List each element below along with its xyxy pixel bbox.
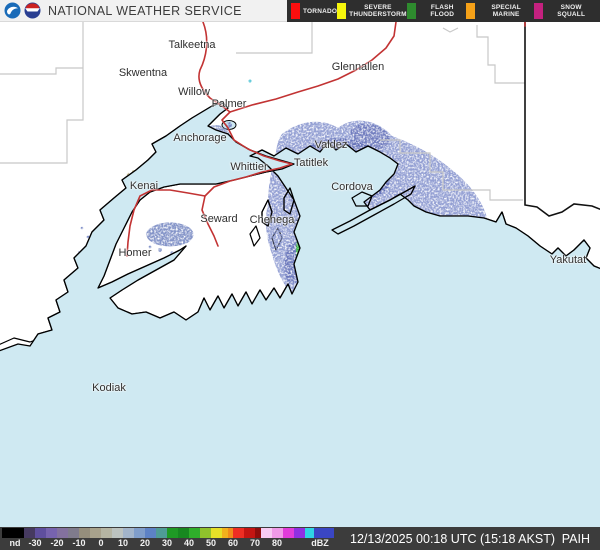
city-label-homer: Homer [118,247,152,259]
footer-bar: nd -30 -20 -10 0 10 20 30 40 50 60 70 80 dBZ 12/13/20… [0,527,600,550]
highways [126,22,526,257]
warning-legend-item: FLASH FLOOD [406,3,466,19]
city-label-whittier: Whittier [230,161,268,173]
coastline-overlay [0,101,600,527]
city-label-skwentna: Skwentna [118,67,168,79]
colorbar-tick--30: -30 [28,538,42,548]
city-label-palmer: Palmer [211,98,247,110]
colorbar-tick--20: -20 [50,538,64,548]
warning-color-swatch [465,3,475,19]
header-bar: NATIONAL WEATHER SERVICE TORNADO SEVERE T… [0,0,600,22]
city-label-yakutat: Yakutat [549,254,587,266]
agency-banner: NATIONAL WEATHER SERVICE [0,0,287,22]
radar-station-id: PAIH [561,531,590,546]
city-label-anchorage: Anchorage [173,132,227,144]
colorbar-tick-20: 20 [139,538,151,548]
colorbar-tick-nd: nd [9,538,21,548]
city-label-chenega: Chenega [249,214,295,226]
city-label-willow: Willow [178,86,210,98]
colorbar-tick-10: 10 [117,538,129,548]
noaa-logo [4,2,21,19]
colorbar-tick-50: 50 [205,538,217,548]
warning-label: SNOW SQUALL [557,4,586,18]
warning-legend-item: SNOW SQUALL [534,3,596,19]
warning-legend-item: TORNADO [291,3,337,19]
cwa-boundary [524,22,600,217]
timestamp: 12/13/2025 00:18 UTC (15:18 AKST) [350,531,555,546]
warning-legend-item: SEVERE THUNDERSTORM [337,3,407,19]
warning-label: SEVERE THUNDERSTORM [349,4,407,18]
colorbar-tick-80: 80 [271,538,283,548]
city-label-kodiak: Kodiak [92,382,126,394]
colorbar-tick-30: 30 [161,538,173,548]
warning-color-swatch [406,3,416,19]
nws-logo [24,2,41,19]
map-svg [0,22,600,527]
colorbar-tick--10: -10 [72,538,86,548]
radar-map: Talkeetna Skwentna Glennallen Willow Palmer A… [0,22,600,527]
colorbar-tick-40: 40 [183,538,195,548]
warning-color-swatch [291,3,300,19]
warning-legend: TORNADO SEVERE THUNDERSTORM FLASH FLOOD SPE… [287,0,600,22]
reflectivity-colorbar [2,528,334,538]
warning-color-swatch [337,3,347,19]
city-label-tatitlek: Tatitlek [293,157,329,169]
city-label-seward: Seward [200,213,238,225]
colorbar-tick-70: 70 [249,538,261,548]
colorbar-tick-dBZ: dBZ [311,538,329,548]
agency-title: NATIONAL WEATHER SERVICE [48,3,242,18]
city-label-valdez: Valdez [314,139,348,151]
warning-legend-item: SPECIAL MARINE [465,3,535,19]
colorbar-tick-60: 60 [227,538,239,548]
warning-color-swatch [534,3,544,19]
zone-borders [0,22,525,201]
warning-label: TORNADO [303,7,338,15]
colorbar-tick-0: 0 [98,538,104,548]
city-label-kenai: Kenai [129,180,159,192]
city-label-cordova: Cordova [331,181,373,193]
warning-label: SPECIAL MARINE [491,4,521,18]
city-label-talkeetna: Talkeetna [168,39,216,51]
city-label-glennallen: Glennallen [331,61,385,73]
warning-label: FLASH FLOOD [430,4,455,18]
